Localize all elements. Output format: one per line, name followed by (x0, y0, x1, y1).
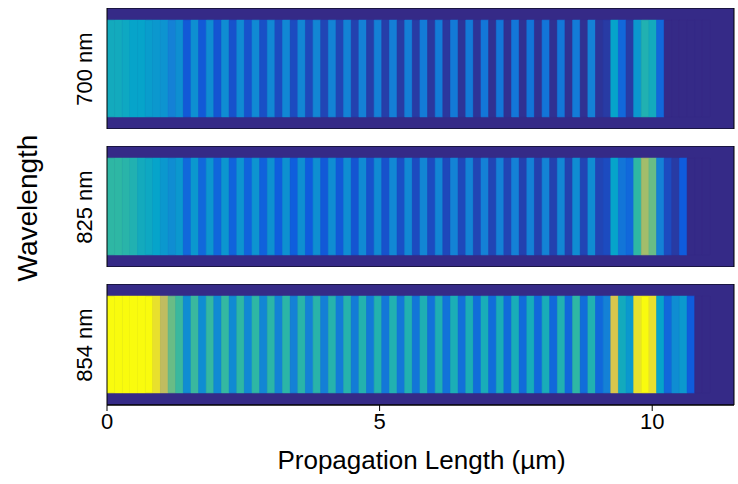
svg-text:0: 0 (101, 409, 113, 434)
html-text:Wavelength: Wavelength (12, 134, 43, 282)
html-text:854 nm: 854 nm (72, 307, 97, 382)
html-text:Propagation Length (µm): Propagation Length (µm) (277, 445, 566, 475)
svg-text:5: 5 (373, 409, 385, 434)
svg-text:10: 10 (640, 409, 664, 434)
html-text:700 nm: 700 nm (72, 31, 97, 106)
html-text:825 nm: 825 nm (72, 169, 97, 244)
